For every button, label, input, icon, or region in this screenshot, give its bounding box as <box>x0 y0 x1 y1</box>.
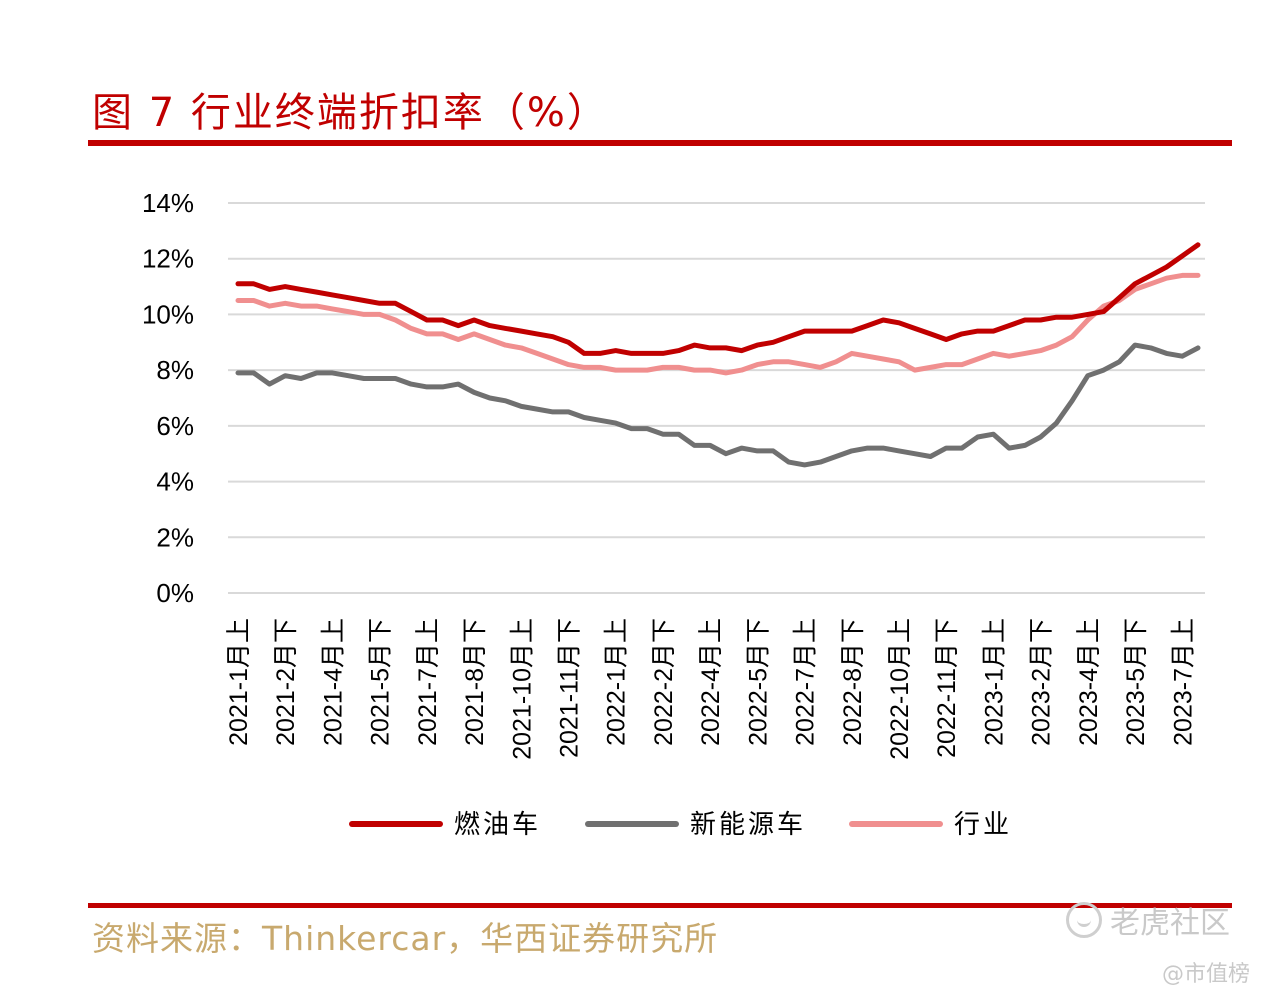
x-tick-label: 2023-1月上 <box>980 618 1008 746</box>
x-tick-label: 2022-4月上 <box>697 618 725 746</box>
y-tick-label: 14% <box>142 188 194 218</box>
series-line-行业 <box>235 272 1201 376</box>
x-tick-label: 2021-1月上 <box>225 618 253 746</box>
tiger-logo-icon <box>1066 902 1102 938</box>
x-tick-label: 2021-8月下 <box>461 618 489 746</box>
x-tick-label: 2021-7月上 <box>414 618 442 746</box>
series-line-燃油车 <box>235 242 1201 356</box>
x-tick-label: 2023-2月下 <box>1028 618 1056 746</box>
y-tick-label: 2% <box>156 522 194 552</box>
legend-label: 新能源车 <box>690 810 806 840</box>
x-tick-label: 2021-5月下 <box>367 618 395 746</box>
x-tick-label: 2021-2月下 <box>272 618 300 746</box>
x-tick-label: 2022-10月上 <box>886 618 914 760</box>
legend-label: 燃油车 <box>454 810 541 840</box>
x-tick-label: 2022-2月下 <box>650 618 678 746</box>
series-line-新能源车 <box>235 342 1201 468</box>
x-tick-label: 2023-4月上 <box>1075 618 1103 746</box>
figure-title: 图 7 行业终端折扣率（%） <box>92 90 609 136</box>
y-tick-label: 6% <box>156 411 194 441</box>
y-tick-label: 10% <box>142 299 194 329</box>
legend-label: 行业 <box>954 810 1012 840</box>
y-tick-label: 0% <box>156 578 194 608</box>
x-tick-label: 2022-1月上 <box>603 618 631 746</box>
x-tick-label: 2021-10月上 <box>508 618 536 760</box>
y-tick-label: 4% <box>156 467 194 497</box>
x-tick-label: 2022-5月下 <box>744 618 772 746</box>
watermark-text: 老虎社区 <box>1110 906 1230 941</box>
source-note: 资料来源：Thinkercar，华西证券研究所 <box>92 919 719 958</box>
discount-rate-chart: 0% 2% 4% 6% 8% 10% 12% 14% 2021-1月上 2021-2月下 2021-… <box>142 188 1205 840</box>
footer-rule <box>88 903 1232 908</box>
watermark: 老虎社区 <box>1066 898 1230 942</box>
title-rule <box>88 140 1232 146</box>
x-tick-label: 2023-7月上 <box>1169 618 1197 746</box>
x-tick-label: 2022-8月下 <box>839 618 867 746</box>
y-tick-label: 12% <box>142 244 194 274</box>
x-tick-label: 2022-11月下 <box>933 618 961 758</box>
x-tick-label: 2021-4月上 <box>319 618 347 746</box>
x-tick-label: 2021-11月下 <box>555 618 583 758</box>
watermark-handle: @市值榜 <box>1162 962 1251 987</box>
y-tick-label: 8% <box>156 355 194 385</box>
x-tick-label: 2023-5月下 <box>1122 618 1150 746</box>
x-tick-label: 2022-7月上 <box>792 618 820 746</box>
